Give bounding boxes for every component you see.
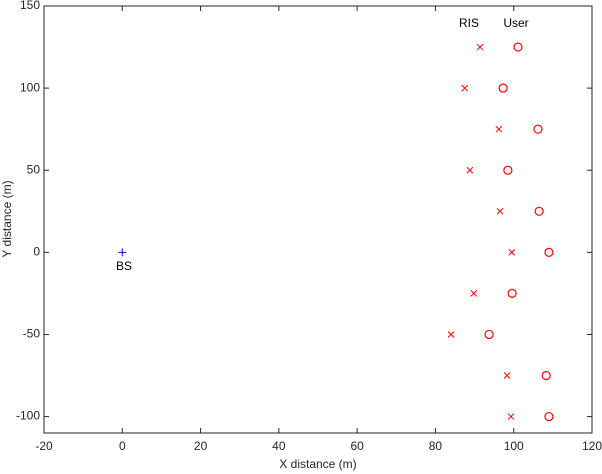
y-tick-label: -50 <box>23 327 41 341</box>
y-tick-label: 0 <box>33 245 40 259</box>
y-axis-label: Y distance (m) <box>0 180 14 257</box>
marker-circle <box>513 42 523 52</box>
marker-x <box>470 290 478 297</box>
plot-frame <box>43 5 593 434</box>
marker-x <box>447 331 455 338</box>
marker-x <box>461 84 469 92</box>
marker-x <box>495 125 503 133</box>
marker-circle <box>498 83 508 93</box>
marker-x <box>476 43 484 51</box>
annotation: BS <box>116 259 132 273</box>
marker-circle <box>541 370 551 381</box>
marker-plus <box>118 248 127 257</box>
x-tick-label: 120 <box>582 439 602 453</box>
marker-x <box>507 413 515 420</box>
x-tick-label: 40 <box>272 439 286 453</box>
y-tick-label: 150 <box>20 0 40 12</box>
x-tick-label: -20 <box>35 439 53 453</box>
y-tick-label: 50 <box>27 162 41 176</box>
marker-circle <box>533 124 543 134</box>
y-tick-label: -100 <box>16 409 40 423</box>
annotation: RIS <box>459 16 479 30</box>
marker-circle <box>544 411 554 422</box>
marker-circle <box>484 329 494 340</box>
x-tick-label: 0 <box>119 439 126 453</box>
marker-x <box>466 166 474 174</box>
x-tick-label: 20 <box>194 439 208 453</box>
x-axis-label: X distance (m) <box>279 457 356 471</box>
annotation: User <box>503 16 528 30</box>
marker-circle <box>544 247 554 257</box>
marker-circle <box>503 165 513 175</box>
marker-circle <box>507 288 517 299</box>
marker-circle <box>534 206 544 216</box>
x-tick-label: 80 <box>429 439 443 453</box>
x-tick-label: 100 <box>504 439 524 453</box>
marker-x <box>496 207 504 215</box>
x-tick-label: 60 <box>350 439 364 453</box>
y-tick-label: 100 <box>20 80 40 94</box>
marker-x <box>503 372 511 379</box>
marker-x <box>508 248 516 256</box>
